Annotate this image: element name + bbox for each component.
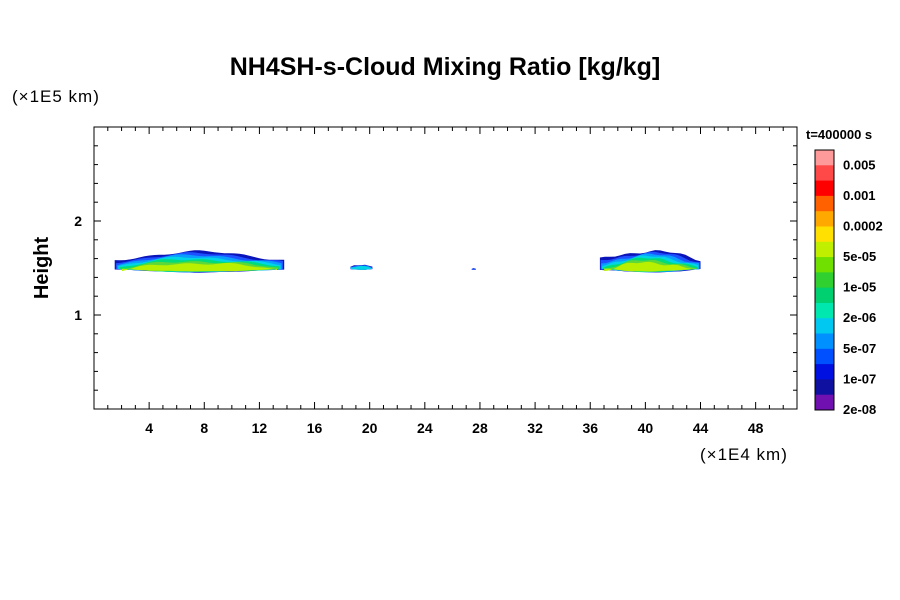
time-label: t=400000 s [806, 127, 872, 142]
x-unit-label: (×1E4 km) [700, 445, 788, 464]
x-tick-label: 24 [417, 420, 433, 436]
colorbar-swatch [815, 165, 834, 182]
colorbar-label: 0.005 [843, 157, 876, 172]
x-tick-label: 44 [693, 420, 709, 436]
colorbar-swatch [815, 226, 834, 243]
colorbar-label: 2e-06 [843, 310, 876, 325]
colorbar-swatch [815, 302, 834, 319]
x-tick-label: 32 [527, 420, 543, 436]
y-tick-labels: 12 [74, 213, 82, 323]
colorbar-swatch [815, 379, 834, 396]
x-tick-label: 20 [362, 420, 378, 436]
chart-title: NH4SH-s-Cloud Mixing Ratio [kg/kg] [230, 53, 661, 81]
colorbar-swatch [815, 257, 834, 273]
colorbar-swatch [815, 287, 834, 304]
colorbar-swatch [815, 180, 834, 197]
colorbar-label: 2e-08 [843, 402, 876, 417]
colorbar-label: 0.0002 [843, 218, 883, 233]
cloud-contour-layer [604, 261, 697, 272]
cloud-field [114, 250, 701, 273]
colorbar-label: 0.001 [843, 188, 876, 203]
colorbar-label: 1e-07 [843, 371, 876, 386]
colorbar-frame [814, 149, 835, 411]
colorbar-label: 5e-05 [843, 249, 876, 264]
colorbar-swatch [815, 211, 834, 227]
colorbar-label: 1e-05 [843, 280, 876, 295]
colorbar-swatch [815, 195, 834, 212]
cloud-contour-layer [350, 265, 372, 270]
x-tick-label: 48 [748, 420, 764, 436]
colorbar-swatch [815, 394, 834, 411]
cloud-contour-layer [471, 268, 476, 270]
axis-ticks [94, 127, 797, 409]
cloud-contour-layer [121, 262, 278, 272]
x-tick-label: 12 [252, 420, 268, 436]
y-unit-label: (×1E5 km) [12, 87, 100, 106]
colorbar-swatch [815, 333, 834, 350]
cloud-region [471, 268, 476, 270]
cloud-region [114, 250, 285, 273]
x-tick-labels: 4 8 12 16 20 24 28 32 36 40 44 48 [145, 420, 763, 436]
cloud-region [350, 264, 373, 270]
colorbar-label: 5e-07 [843, 341, 876, 356]
colorbar [814, 149, 835, 411]
plot-frame [93, 126, 798, 410]
x-tick-label: 16 [307, 420, 323, 436]
x-tick-label: 36 [582, 420, 598, 436]
x-tick-label: 8 [200, 420, 208, 436]
y-tick-label: 2 [74, 213, 82, 229]
colorbar-swatch [815, 364, 834, 380]
x-tick-label: 28 [472, 420, 488, 436]
y-tick-label: 1 [74, 307, 82, 323]
colorbar-swatch [815, 241, 834, 258]
colorbar-labels: 0.005 0.001 0.0002 5e-05 1e-05 2e-06 5e-07 1e-0… [843, 157, 883, 417]
colorbar-swatch [815, 348, 834, 365]
colorbar-swatch [815, 272, 834, 289]
x-tick-label: 4 [145, 420, 153, 436]
y-axis-label: Height [31, 237, 53, 300]
cloud-region [599, 250, 701, 273]
colorbar-swatch [815, 150, 834, 166]
colorbar-swatch [815, 318, 834, 335]
x-tick-label: 40 [638, 420, 654, 436]
